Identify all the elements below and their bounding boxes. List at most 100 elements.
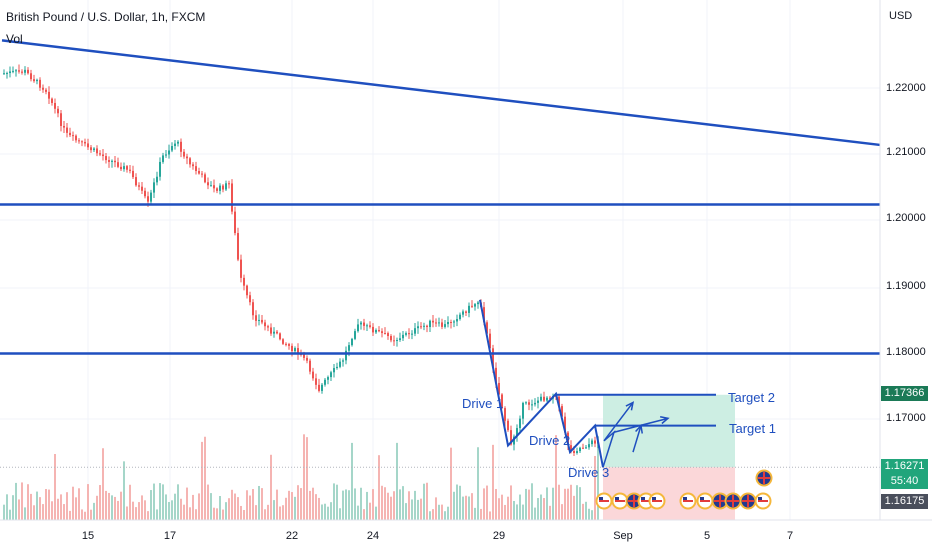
candle-body <box>57 108 59 114</box>
volume-bar <box>18 499 20 520</box>
volume-bar <box>546 487 548 520</box>
candle-body <box>141 186 143 191</box>
candle-body <box>426 325 428 328</box>
candle-body <box>204 174 206 183</box>
candle-body <box>375 330 377 333</box>
volume-bar <box>33 505 35 520</box>
target-price-badge[interactable]: 1.17366 <box>881 386 928 401</box>
loss-zone <box>603 467 735 520</box>
volume-bar <box>60 494 62 520</box>
time-tick: 29 <box>492 530 506 542</box>
candle-body <box>471 305 473 307</box>
candle-body <box>384 333 386 335</box>
us-flag-icon-stripe <box>641 500 651 502</box>
volume-bar <box>117 500 119 520</box>
candle-body <box>180 141 182 152</box>
volume-bar <box>114 496 116 520</box>
volume-bar <box>432 509 434 520</box>
candle-body <box>24 69 26 73</box>
candle-body <box>240 259 242 278</box>
volume-bar <box>141 495 143 520</box>
volume-bar <box>87 484 89 520</box>
drive-2-label[interactable]: Drive 2 <box>529 433 571 448</box>
volume-bar <box>291 492 293 520</box>
candle-body <box>207 182 209 186</box>
volume-bar <box>279 506 281 520</box>
candle-body <box>174 143 176 147</box>
volume-bar <box>327 506 329 520</box>
volume-bar <box>438 504 440 520</box>
volume-bar <box>240 505 242 520</box>
volume-bar <box>264 509 266 520</box>
volume-bar <box>420 498 422 520</box>
candle-body <box>90 147 92 151</box>
candle-body <box>369 325 371 327</box>
symbol-title[interactable]: British Pound / U.S. Dollar, 1h, FXCM <box>6 10 206 24</box>
candle-body <box>519 418 521 429</box>
candle-body <box>87 143 89 148</box>
volume-bar <box>465 495 467 520</box>
candle-body <box>510 430 512 445</box>
candle-body <box>381 331 383 334</box>
candle-body <box>288 344 290 346</box>
volume-bar <box>306 437 308 520</box>
candle-body <box>330 372 332 378</box>
volume-bar <box>402 486 404 520</box>
volume-bar <box>492 444 494 520</box>
us-flag-icon-canton <box>700 497 704 500</box>
drive-3-label[interactable]: Drive 3 <box>568 465 610 480</box>
candle-body <box>546 397 548 401</box>
volume-bar <box>288 490 290 520</box>
volume-bar <box>312 487 314 520</box>
time-tick: 22 <box>285 530 299 542</box>
candle-body <box>201 173 203 175</box>
volume-bar <box>303 434 305 520</box>
volume-bar <box>123 461 125 520</box>
candle-body <box>18 70 20 72</box>
us-flag-icon-canton <box>758 497 762 500</box>
volume-bar <box>105 490 107 520</box>
volume-bar <box>21 482 23 520</box>
us-flag-icon-canton <box>599 497 603 500</box>
volume-bar <box>135 507 137 520</box>
target-1-label[interactable]: Target 1 <box>729 421 776 436</box>
volume-bar <box>24 507 26 520</box>
candle-body <box>309 360 311 372</box>
candle-body <box>357 324 359 332</box>
volume-bar <box>408 491 410 520</box>
candle-body <box>489 333 491 349</box>
currency-label[interactable]: USD <box>889 10 913 22</box>
volume-bar <box>255 505 257 520</box>
volume-bar <box>270 454 272 520</box>
candle-body <box>3 73 5 75</box>
target-2-label[interactable]: Target 2 <box>728 390 775 405</box>
projection-arrow-up-head <box>625 401 635 411</box>
candle-body <box>261 319 263 323</box>
volume-bar <box>231 489 233 520</box>
candle-body <box>162 155 164 162</box>
volume-indicator-label[interactable]: Vol <box>6 32 23 46</box>
candle-body <box>492 348 494 368</box>
volume-bar <box>138 502 140 520</box>
volume-bar <box>315 494 317 520</box>
candle-body <box>186 156 188 159</box>
last-price-badge[interactable]: 1.16271 <box>881 459 928 474</box>
drive-1-label[interactable]: Drive 1 <box>462 396 504 411</box>
volume-bar <box>30 493 32 520</box>
stop-price-badge[interactable]: 1.16175 <box>881 494 928 509</box>
candle-body <box>81 141 83 143</box>
candle-body <box>138 185 140 187</box>
projection-arrow-small-head <box>635 423 643 434</box>
countdown-badge[interactable]: 55:40 <box>881 474 928 489</box>
price-tick: 1.17000 <box>886 412 926 424</box>
candle-body <box>465 311 467 313</box>
us-flag-icon-stripe <box>599 500 609 502</box>
candle-body <box>366 325 368 327</box>
candle-body <box>432 320 434 323</box>
position-zones <box>0 394 880 520</box>
volume-bar <box>108 492 110 520</box>
candle-body <box>246 285 248 296</box>
candle-body <box>339 361 341 367</box>
